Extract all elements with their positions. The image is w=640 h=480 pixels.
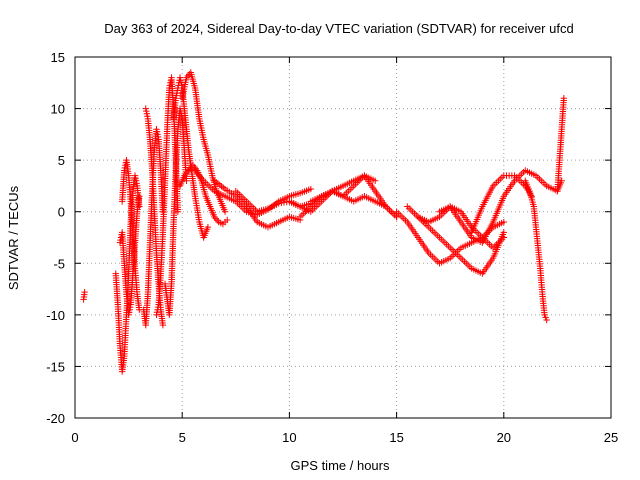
data-point bbox=[204, 223, 212, 231]
series-arc-c bbox=[118, 156, 143, 313]
x-tick-label: 15 bbox=[389, 430, 403, 445]
y-tick-label: 10 bbox=[51, 102, 65, 117]
series-arc-j bbox=[176, 162, 231, 228]
data-point bbox=[560, 95, 568, 102]
x-tick-label: 25 bbox=[604, 430, 618, 445]
data-point bbox=[543, 316, 550, 324]
y-tick-label: -5 bbox=[53, 256, 65, 271]
grid-lines bbox=[75, 57, 611, 418]
data-point bbox=[283, 198, 290, 206]
series-arc-i bbox=[179, 69, 229, 215]
data-point bbox=[371, 177, 379, 184]
series-drop bbox=[522, 177, 550, 324]
plot-frame bbox=[74, 56, 612, 419]
y-tick-label: 5 bbox=[58, 153, 65, 168]
data-point bbox=[174, 208, 182, 215]
series-late-4 bbox=[436, 167, 565, 246]
data-points bbox=[80, 69, 568, 375]
data-point bbox=[214, 217, 221, 224]
series-arc-g bbox=[161, 105, 190, 319]
x-tick-label: 5 bbox=[179, 430, 186, 445]
series-arc-e bbox=[142, 105, 167, 329]
y-tick-label: 15 bbox=[51, 50, 65, 65]
x-axis-label: GPS time / hours bbox=[291, 458, 390, 473]
x-tick-label: 0 bbox=[71, 430, 78, 445]
series-early-left bbox=[80, 288, 88, 303]
x-tick-label: 10 bbox=[282, 430, 296, 445]
x-tick-label: 20 bbox=[497, 430, 511, 445]
y-tick-label: -10 bbox=[46, 308, 65, 323]
data-point bbox=[307, 185, 315, 193]
y-tick-label: -20 bbox=[46, 411, 65, 426]
data-point bbox=[278, 199, 285, 207]
data-point bbox=[280, 199, 288, 206]
y-axis-label: SDTVAR / TECUs bbox=[6, 185, 21, 290]
series-rise bbox=[554, 95, 568, 195]
data-point bbox=[221, 208, 229, 215]
data-point bbox=[224, 216, 231, 224]
y-tick-label: 0 bbox=[58, 205, 65, 220]
data-point bbox=[159, 321, 167, 329]
data-point bbox=[183, 177, 190, 184]
series-mid-6 bbox=[307, 187, 400, 221]
data-point bbox=[136, 193, 143, 200]
axis-ticks: 0 5 10 15 20 25 -20 -15 -10 -5 0 5 10 15 bbox=[46, 50, 618, 445]
y-tick-label: -15 bbox=[46, 359, 65, 374]
data-point bbox=[81, 288, 88, 296]
data-point bbox=[500, 218, 507, 226]
data-point bbox=[500, 229, 507, 236]
chart-title: Day 363 of 2024, Sidereal Day-to-day VTE… bbox=[104, 21, 573, 36]
data-point bbox=[275, 200, 282, 207]
data-point bbox=[558, 177, 565, 184]
